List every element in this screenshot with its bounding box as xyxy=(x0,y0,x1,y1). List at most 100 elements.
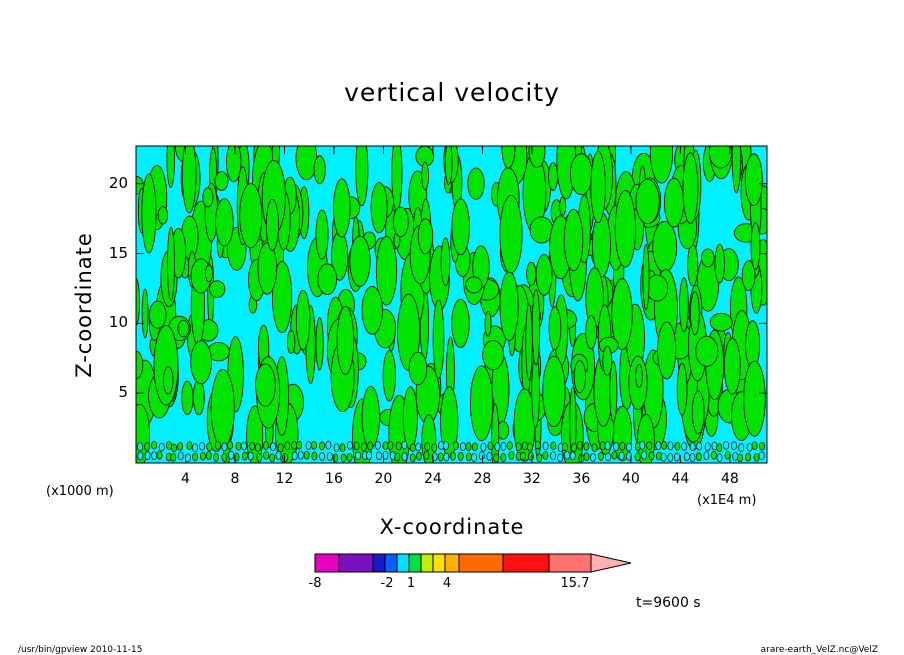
boundary-cell xyxy=(660,452,667,462)
colorbar-tick-label: 1 xyxy=(406,576,416,591)
positive-region xyxy=(349,235,371,287)
boundary-cell xyxy=(576,441,583,450)
boundary-cell xyxy=(137,442,144,452)
boundary-cell xyxy=(263,450,270,460)
boundary-cell xyxy=(661,441,668,450)
boundary-cell xyxy=(681,442,688,451)
boundary-cell xyxy=(311,451,318,461)
positive-region xyxy=(181,380,194,415)
x-axis-label: X-coordinate xyxy=(379,515,525,539)
boundary-cell xyxy=(270,442,276,452)
positive-region xyxy=(525,303,533,381)
boundary-cell xyxy=(564,450,570,460)
colorbar-swatch xyxy=(314,553,340,573)
boundary-cell xyxy=(452,441,459,451)
positive-region xyxy=(714,243,725,284)
boundary-cell xyxy=(177,451,184,461)
positive-region xyxy=(421,161,429,191)
boundary-cell xyxy=(704,442,711,452)
positive-region xyxy=(602,345,613,376)
positive-region xyxy=(177,319,190,338)
positive-region xyxy=(701,248,715,268)
boundary-cell xyxy=(431,443,438,453)
boundary-cell xyxy=(340,453,347,463)
x-tick-label: 44 xyxy=(671,471,690,487)
boundary-cell xyxy=(520,451,526,461)
boundary-cell xyxy=(177,442,184,451)
boundary-cell xyxy=(382,450,389,460)
positive-region xyxy=(744,153,763,207)
positive-region xyxy=(592,212,612,278)
boundary-cell xyxy=(262,441,269,450)
colorbar-swatch xyxy=(432,553,446,573)
boundary-cell xyxy=(303,450,310,460)
positive-region xyxy=(652,220,678,273)
x-tick-label: 4 xyxy=(181,471,190,487)
boundary-cell xyxy=(457,451,464,461)
boundary-cell xyxy=(395,441,402,451)
boundary-cell xyxy=(459,442,466,451)
boundary-cell xyxy=(759,441,765,451)
x-tick-label: 20 xyxy=(374,471,393,487)
boundary-cell xyxy=(325,440,332,450)
colorbar-swatch xyxy=(420,553,434,573)
boundary-cell xyxy=(542,441,549,451)
positive-region xyxy=(192,379,205,416)
boundary-cell xyxy=(667,453,674,462)
positive-region xyxy=(355,146,369,207)
boundary-cell xyxy=(199,441,206,451)
boundary-cell xyxy=(415,442,422,452)
positive-region xyxy=(315,209,329,260)
positive-region xyxy=(529,216,554,244)
positive-region xyxy=(531,354,540,428)
boundary-cell xyxy=(536,453,543,463)
time-label: t=9600 s xyxy=(636,595,701,611)
boundary-cell xyxy=(360,442,367,452)
boundary-cell xyxy=(416,451,422,461)
positive-region xyxy=(526,261,537,286)
boundary-cell xyxy=(571,443,577,452)
positive-region xyxy=(642,243,650,310)
boundary-cell xyxy=(326,452,333,461)
positive-region xyxy=(548,306,562,351)
boundary-cell xyxy=(192,452,199,462)
footer-right: arare-earth_VelZ.nc@VelZ xyxy=(760,645,878,655)
x-unit-left: (x1000 m) xyxy=(46,484,114,499)
positive-region xyxy=(271,261,293,334)
positive-region xyxy=(635,364,643,388)
boundary-cell xyxy=(423,450,430,460)
positive-region xyxy=(382,350,396,402)
boundary-cell xyxy=(346,441,353,450)
chart-title: vertical velocity xyxy=(344,78,560,107)
positive-region xyxy=(295,146,318,181)
boundary-cell xyxy=(269,453,276,463)
positive-region xyxy=(585,315,597,350)
positive-region xyxy=(182,146,197,214)
boundary-cell xyxy=(695,452,702,461)
boundary-cell xyxy=(221,442,228,452)
positive-region xyxy=(361,386,380,449)
positive-region xyxy=(317,263,338,296)
boundary-cell xyxy=(291,451,298,461)
boundary-cell xyxy=(731,441,737,450)
colorbar-swatch xyxy=(444,553,460,573)
boundary-cell xyxy=(732,451,739,461)
boundary-cell xyxy=(221,452,228,462)
boundary-cell xyxy=(716,453,723,462)
boundary-cell xyxy=(758,451,765,461)
boundary-cell xyxy=(235,441,242,451)
boundary-cell xyxy=(674,441,681,451)
boundary-cell xyxy=(486,452,493,461)
positive-region xyxy=(635,178,660,224)
positive-region xyxy=(215,198,234,247)
positive-region xyxy=(402,386,418,450)
positive-region xyxy=(370,182,388,234)
boundary-cell xyxy=(156,450,163,460)
boundary-cell xyxy=(478,451,485,461)
boundary-cell xyxy=(480,442,487,452)
positive-region xyxy=(645,274,669,302)
positive-region xyxy=(202,187,214,208)
positive-region xyxy=(141,288,149,339)
boundary-cell xyxy=(542,451,549,460)
